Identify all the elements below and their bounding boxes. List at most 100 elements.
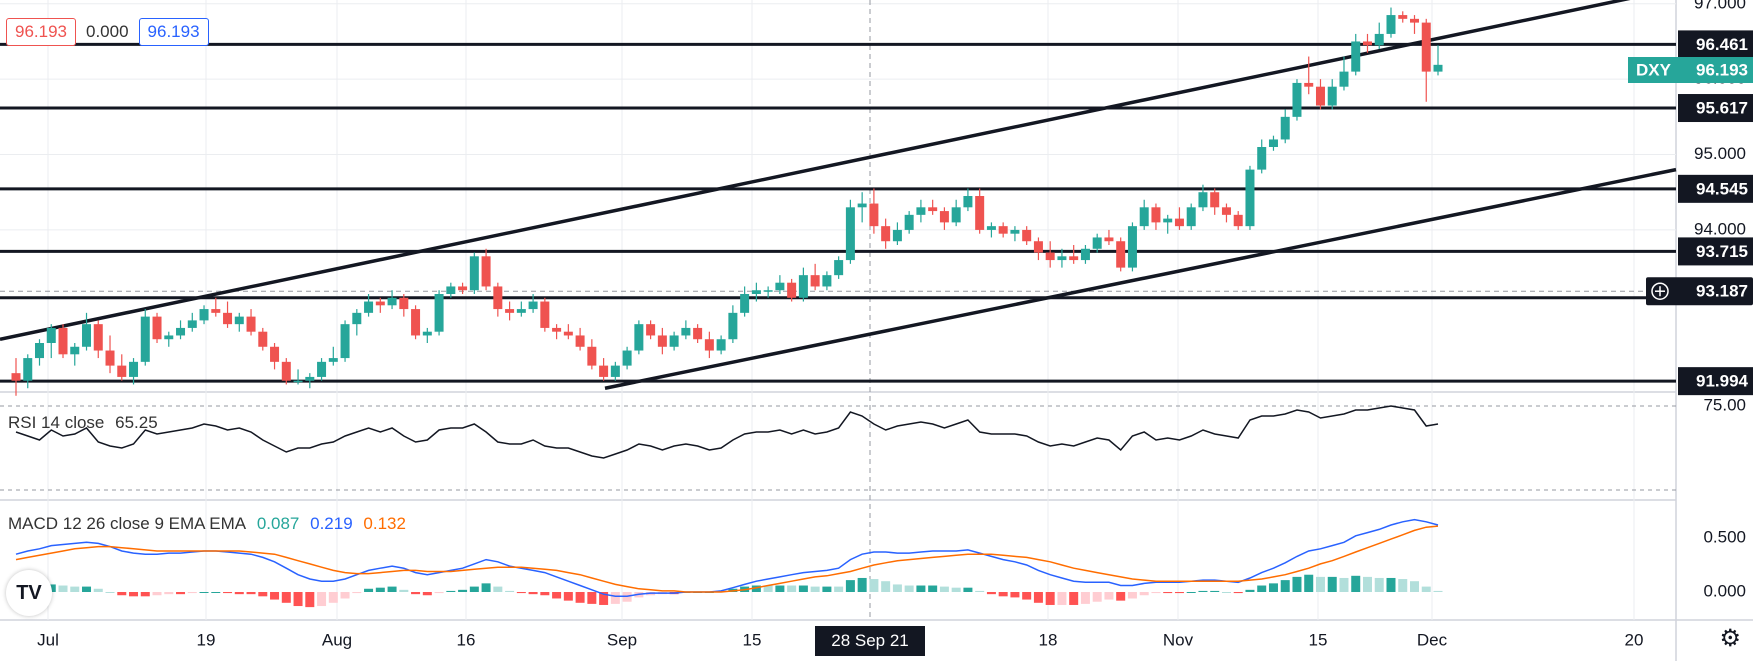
candle-body [681,327,691,336]
macd-histogram-bar [140,592,150,597]
macd-histogram-bar [270,592,280,600]
crosshair-plus-icon[interactable] [1651,282,1669,300]
macd-histogram-bar [129,592,139,597]
level-label-bg [1678,237,1753,266]
date-axis-tick: 20 [1625,630,1644,649]
candle-body [340,324,350,359]
macd-histogram-bar [1327,576,1337,592]
macd-histogram-bar [1398,579,1408,592]
macd-legend: MACD 12 26 close 9 EMA EMA 0.087 0.219 0… [8,514,412,534]
candle-body [1233,214,1243,227]
macd-histogram-bar [998,592,1008,597]
macd-histogram-bar [1104,592,1114,600]
macd-histogram-bar [552,592,562,599]
macd-axis-tick: 0.000 [1703,581,1746,600]
macd-histogram-bar [1092,592,1102,602]
candle-body [211,309,221,313]
candle-body [1327,86,1337,106]
candle-body [1057,256,1067,261]
macd-histogram-bar [975,590,985,592]
macd-histogram-bar [563,592,573,601]
candle-body [669,335,679,347]
macd-histogram-bar [810,586,820,592]
macd-histogram-bar [352,592,362,594]
candle-body [117,365,127,377]
macd-histogram-bar [1268,583,1278,592]
candle-body [857,203,867,208]
candle-body [364,301,374,313]
macd-histogram-bar [775,585,785,592]
macd-histogram-bar [211,592,221,593]
macd-histogram-bar [1386,577,1396,592]
macd-histogram-bar [834,586,844,592]
macd-histogram-bar [258,592,268,597]
macd-histogram-bar [892,584,902,592]
candle-body [798,275,808,298]
macd-histogram-bar [1351,575,1361,592]
candle-body [1116,241,1126,268]
channel-upper-trendline[interactable] [0,0,1676,341]
macd-histogram-bar [223,592,233,594]
macd-histogram-bar [505,590,515,592]
channel-lower-trendline[interactable] [604,167,1677,390]
candle-body [822,275,832,287]
candle-body [305,376,315,381]
candle-body [763,290,773,292]
macd-histogram-bar [1010,592,1020,598]
candle-body [552,327,562,332]
symbol-ticker: DXY [1636,60,1672,79]
macd-histogram-bar [1174,592,1184,594]
macd-histogram-bar [599,592,609,605]
candle-body [23,358,33,381]
crosshair-price-bg [1646,277,1753,306]
candle-body [1268,139,1278,147]
candle-body [93,324,103,351]
macd-histogram-bar [246,592,256,595]
open-value: 96.193 [6,18,76,46]
signal-value: 0.219 [310,514,353,533]
candle-body [246,316,256,332]
candle-body [810,275,820,287]
macd-histogram-bar [105,592,115,593]
level-label: 95.617 [1696,99,1748,118]
macd-histogram-bar [1421,586,1431,592]
candle-body [258,331,268,347]
candle-body [458,286,468,291]
candle-body [270,346,280,362]
candle-body [1351,41,1361,72]
candle-body [164,335,174,340]
level-label: 93.715 [1696,242,1748,261]
date-axis-tick: Aug [322,630,352,649]
macd-histogram-bar [1245,589,1255,592]
macd-histogram-bar [70,586,80,592]
candle-body [528,301,538,310]
tradingview-logo[interactable]: TV [6,570,52,616]
candle-body [563,331,573,336]
candle-body [1022,229,1032,242]
macd-label: MACD 12 26 close 9 EMA EMA [8,514,247,533]
candle-body [1292,82,1302,117]
candle-body [223,312,233,325]
candle-body [1174,218,1184,227]
candle-body [516,309,526,313]
price-axis-tick: 94.000 [1694,219,1746,238]
candle-body [1280,116,1290,140]
macd-histogram-bar [1362,576,1372,592]
candle-body [105,350,115,366]
candle-body [1221,207,1231,215]
price-axis-tick: 95.000 [1694,144,1746,163]
macd-histogram-bar [869,579,879,592]
macd-histogram-bar [458,589,468,592]
rsi-label: RSI 14 close [8,413,105,432]
candle-body [281,361,291,381]
crosshair-date-badge: 28 Sep 21 [815,626,925,656]
candle-body [1069,256,1079,261]
macd-histogram-bar [1257,585,1267,592]
candle-body [352,312,362,325]
candle-body [152,316,162,340]
settings-gear-icon[interactable]: ⚙ [1719,625,1741,652]
candle-body [634,324,644,351]
macd-histogram-bar [540,592,550,596]
